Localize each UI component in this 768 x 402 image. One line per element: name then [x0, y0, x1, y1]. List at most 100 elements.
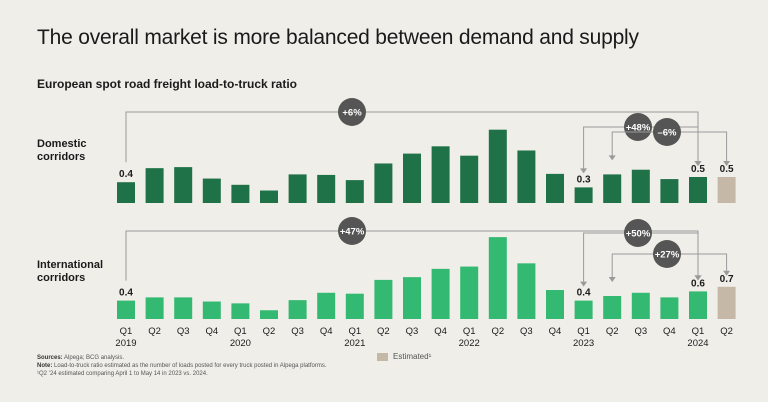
domestic-bar-19: [660, 179, 679, 203]
international-value-label-20: 0.6: [691, 278, 705, 289]
international-bar-18: [631, 292, 650, 319]
chart-title: The overall market is more balanced betw…: [37, 26, 639, 49]
international-bar-9: [374, 279, 393, 319]
international-value-label-16: 0.4: [577, 288, 591, 299]
international-bar-10: [403, 277, 421, 319]
domestic-badge-0-text: +6%: [342, 108, 362, 119]
international-connector-2-end-arrow: [723, 270, 731, 276]
domestic-bar-3: [202, 178, 221, 203]
international-badge-2: [653, 240, 681, 268]
domestic-label-line-1: Domestic: [37, 138, 87, 150]
domestic-bar-4: [231, 184, 250, 203]
note-text: Load-to-truck ratio estimated as the num…: [52, 363, 327, 369]
x-tick-quarter-10: Q3: [406, 326, 419, 337]
international-badge-1: [624, 219, 652, 247]
domestic-badge-2-text: –6%: [657, 128, 677, 139]
domestic-connector-2-start-arrow: [608, 155, 616, 161]
domestic-bar-17: [603, 174, 622, 203]
international-label-line-1: International: [37, 259, 104, 271]
x-tick-year-2022: 2022: [459, 338, 480, 349]
international-badge-0: [338, 217, 366, 245]
x-tick-quarter-8: Q1: [348, 326, 361, 337]
footnotes: Sources: Alpega; BCG analysis. Note: Loa…: [37, 354, 327, 378]
domestic-bar-7: [317, 174, 336, 203]
domestic-value-label-20: 0.5: [691, 164, 705, 175]
x-tick-quarter-7: Q4: [320, 326, 333, 337]
x-tick-quarter-16: Q1: [577, 326, 590, 337]
x-tick-quarter-2: Q3: [177, 326, 190, 337]
international-connector-1-start-arrow: [580, 281, 588, 287]
international-bar-2: [174, 297, 193, 319]
international-bar-3: [202, 301, 221, 319]
domestic-bar-13: [488, 129, 507, 203]
domestic-bar-2: [174, 167, 193, 203]
x-tick-quarter-6: Q3: [291, 326, 304, 337]
domestic-connector-1-start-arrow: [580, 168, 588, 174]
international-value-label-0: 0.4: [119, 288, 133, 299]
x-tick-quarter-11: Q4: [434, 326, 447, 337]
domestic-bar-15: [546, 173, 564, 203]
domestic-bar-12: [460, 155, 479, 203]
international-badge-0-text: +47%: [340, 227, 365, 238]
legend-estimated-swatch: [377, 352, 388, 361]
chart-subtitle: European spot road freight load-to-truck…: [37, 77, 298, 91]
domestic-label: Domestic corridors: [37, 138, 117, 164]
international-bar-20: [689, 291, 707, 319]
x-tick-quarter-13: Q2: [491, 326, 504, 337]
domestic-bar-10: [403, 153, 421, 203]
x-tick-quarter-1: Q2: [148, 326, 161, 337]
sources-label: Sources:: [37, 355, 63, 361]
international-bar-6: [288, 300, 307, 319]
international-connector-1-end-arrow: [694, 275, 702, 281]
legend-estimated-label: Estimated¹: [393, 352, 432, 361]
domestic-value-label-0: 0.4: [119, 169, 133, 180]
international-label: International corridors: [37, 259, 117, 285]
domestic-bar-18: [631, 169, 650, 203]
x-tick-quarter-12: Q1: [463, 326, 476, 337]
domestic-badge-0: [338, 98, 366, 126]
domestic-bar-6: [288, 174, 307, 203]
domestic-bar-16: [574, 187, 593, 203]
x-tick-quarter-20: Q1: [692, 326, 705, 337]
x-tick-quarter-4: Q1: [234, 326, 247, 337]
x-tick-year-2020: 2020: [230, 338, 251, 349]
domestic-bar-9: [374, 163, 393, 203]
international-bar-4: [231, 303, 250, 319]
x-tick-quarter-17: Q2: [606, 326, 619, 337]
domestic-value-label-16: 0.3: [577, 174, 591, 185]
domestic-badge-2: [653, 118, 681, 146]
sources-text: Alpega; BCG analysis.: [62, 355, 125, 361]
domestic-bar-8: [345, 180, 364, 203]
legend: Estimated¹: [377, 352, 431, 361]
domestic-bar-21: [717, 177, 736, 203]
footnote-note: Note: Load-to-truck ratio estimated as t…: [37, 362, 327, 370]
international-bar-5: [260, 310, 278, 319]
international-bar-8: [345, 293, 364, 319]
international-bar-0: [117, 300, 135, 319]
international-connector-2-start-arrow: [608, 277, 616, 282]
domestic-value-label-21: 0.5: [720, 164, 734, 175]
domestic-label-line-2: corridors: [37, 151, 86, 163]
international-bar-11: [431, 268, 450, 319]
domestic-bar-14: [517, 150, 536, 203]
international-badge-1-text: +50%: [626, 229, 651, 240]
domestic-bar-11: [431, 146, 450, 203]
international-badge-2-text: +27%: [655, 250, 680, 261]
international-value-label-21: 0.7: [720, 274, 734, 285]
domestic-bar-20: [689, 177, 707, 203]
international-bar-1: [145, 297, 164, 319]
domestic-connector-2-end-arrow: [723, 161, 731, 166]
x-tick-quarter-3: Q4: [205, 326, 218, 337]
domestic-badge-1: [624, 113, 652, 141]
footnote-1: ¹Q2 ’24 estimated comparing April 1 to M…: [37, 371, 208, 377]
footnote-sources: Sources: Alpega; BCG analysis.: [37, 354, 327, 362]
x-tick-quarter-19: Q4: [663, 326, 676, 337]
x-tick-year-2024: 2024: [687, 338, 708, 349]
international-bar-7: [317, 292, 336, 319]
x-tick-year-2019: 2019: [115, 338, 136, 349]
x-tick-year-2021: 2021: [344, 338, 365, 349]
international-bar-16: [574, 300, 593, 319]
x-tick-quarter-15: Q4: [549, 326, 562, 337]
international-bar-12: [460, 266, 479, 319]
